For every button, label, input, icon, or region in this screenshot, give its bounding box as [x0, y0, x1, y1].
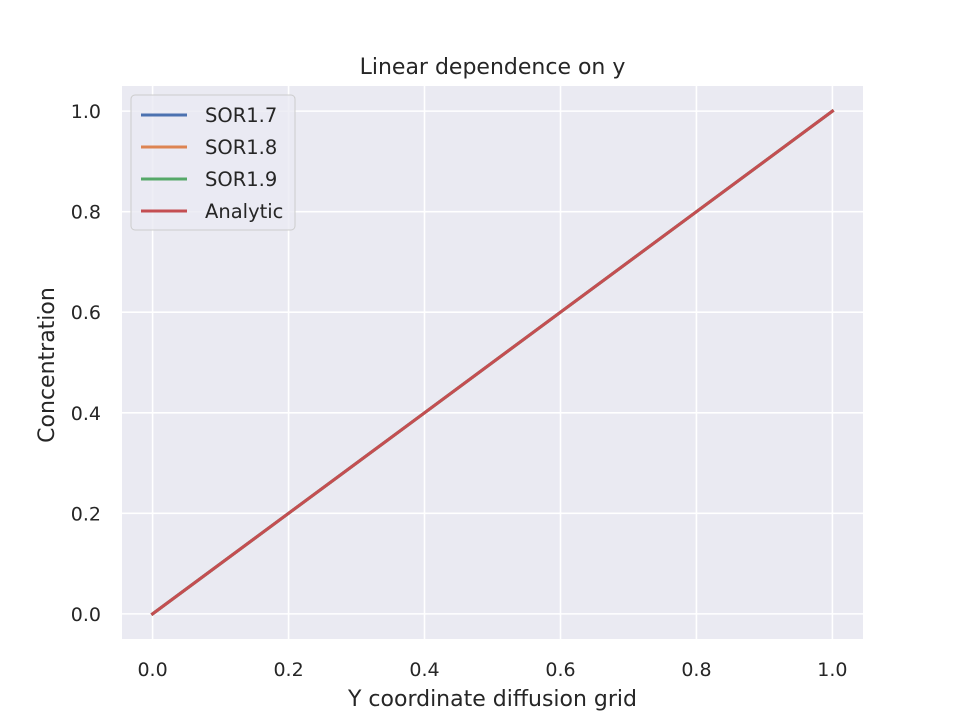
chart-title: Linear dependence on y: [360, 55, 626, 80]
x-tick-label: 1.0: [817, 659, 847, 681]
grid-lines: [122, 86, 863, 639]
y-tick-label: 0.6: [71, 302, 101, 324]
y-tick-label: 1.0: [71, 101, 101, 123]
legend-label: SOR1.9: [205, 168, 277, 191]
legend-frame: [130, 94, 296, 231]
y-tick-label: 0.2: [71, 503, 101, 525]
legend-label: SOR1.8: [205, 136, 277, 159]
y-tick-label: 0.0: [71, 604, 101, 626]
x-tick-label: 0.6: [545, 659, 575, 681]
y-tick-labels: 0.0 0.2 0.4 0.6 0.8 1.0: [71, 101, 101, 626]
x-tick-label: 0.2: [273, 659, 303, 681]
series-lines: [150, 109, 835, 616]
x-axis-label: Y coordinate diffusion grid: [347, 687, 637, 712]
legend-label: SOR1.7: [205, 104, 277, 127]
y-axis-label: Concentration: [35, 287, 60, 443]
x-tick-label: 0.8: [681, 659, 711, 681]
x-tick-labels: 0.0 0.2 0.4 0.6 0.8 1.0: [137, 659, 847, 681]
x-tick-label: 0.4: [409, 659, 439, 681]
series-line-analytic: [150, 109, 835, 616]
legend: SOR1.7 SOR1.8 SOR1.9 Analytic: [130, 94, 296, 231]
y-tick-label: 0.8: [71, 202, 101, 224]
legend-label: Analytic: [205, 200, 283, 223]
y-tick-label: 0.4: [71, 403, 101, 425]
x-tick-label: 0.0: [137, 659, 167, 681]
